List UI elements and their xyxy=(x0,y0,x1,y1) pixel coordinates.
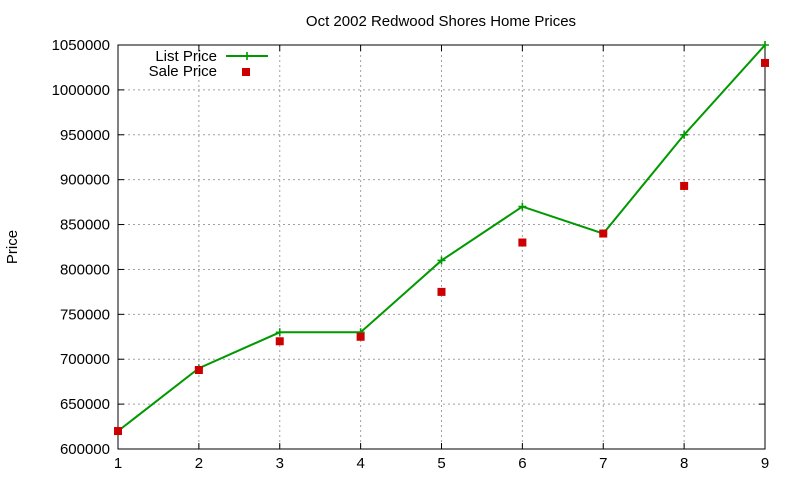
list-price-point xyxy=(275,328,284,337)
sale-price-point xyxy=(437,287,446,296)
y-tick-label: 800000 xyxy=(60,261,110,278)
y-tick-label: 950000 xyxy=(60,127,110,144)
sale-price-point xyxy=(599,229,608,238)
y-tick-label: 600000 xyxy=(60,441,110,458)
sale-price-point xyxy=(194,365,203,374)
x-tick-label: 6 xyxy=(518,455,526,472)
x-tick-label: 4 xyxy=(356,455,364,472)
sale-price-point xyxy=(680,181,689,190)
legend-label-list-price: List Price xyxy=(155,48,217,65)
list-price-point xyxy=(680,130,689,139)
y-tick-label: 700000 xyxy=(60,351,110,368)
sale-price-point xyxy=(275,337,284,346)
list-price-point xyxy=(761,41,769,49)
sale-price-point xyxy=(356,332,365,341)
chart-title: Oct 2002 Redwood Shores Home Prices xyxy=(306,13,576,30)
grid xyxy=(118,45,765,449)
y-tick-label: 1050000 xyxy=(52,37,110,54)
x-tick-label: 2 xyxy=(195,455,203,472)
x-tick-label: 8 xyxy=(680,455,688,472)
legend-label-sale-price: Sale Price xyxy=(149,63,217,80)
x-tick-label: 5 xyxy=(437,455,445,472)
legend-marker-sale-price xyxy=(242,68,250,76)
x-tick-label: 9 xyxy=(761,455,769,472)
list-price-point xyxy=(518,202,527,211)
y-tick-label: 850000 xyxy=(60,217,110,234)
x-tick-label: 7 xyxy=(599,455,607,472)
x-tick-label: 1 xyxy=(114,455,122,472)
list-price-point xyxy=(437,256,446,265)
x-tick-label: 3 xyxy=(276,455,284,472)
series xyxy=(114,41,769,436)
sale-price-point xyxy=(761,58,769,67)
sale-price-point xyxy=(114,427,122,436)
y-tick-label: 900000 xyxy=(60,172,110,189)
y-tick-label: 750000 xyxy=(60,306,110,323)
sale-price-point xyxy=(518,238,527,247)
axis-ticks: 1 2 3 4 5 6 7 8 9 600000 650000 700000 750000 800000 8… xyxy=(52,37,770,472)
list-price-line xyxy=(117,44,766,432)
y-tick-label: 650000 xyxy=(60,396,110,413)
y-tick-label: 1000000 xyxy=(52,82,110,99)
y-axis-label: Price xyxy=(4,230,21,264)
legend-marker-list-price xyxy=(243,52,251,60)
